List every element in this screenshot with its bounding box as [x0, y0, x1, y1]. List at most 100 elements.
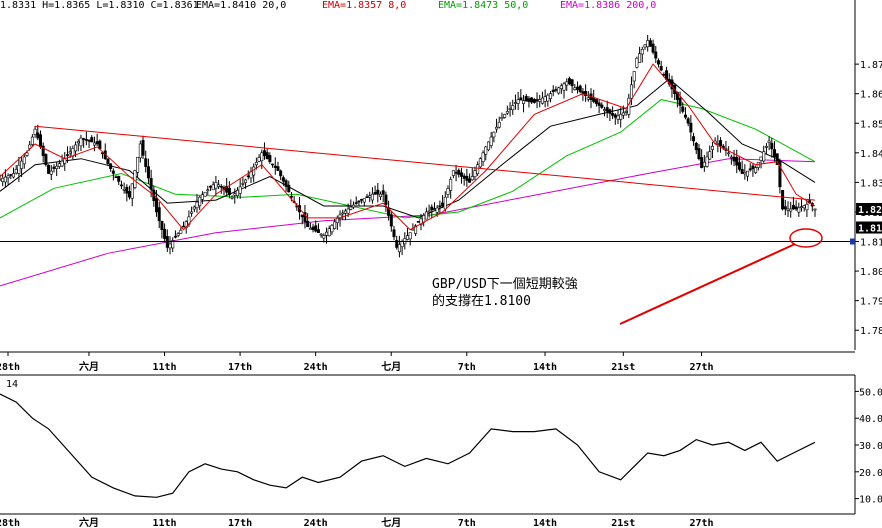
indicator-tick-label: 50.0	[859, 387, 882, 398]
candle-body	[624, 111, 628, 113]
candle-body	[214, 182, 218, 189]
candle-body	[3, 176, 7, 183]
candle-body	[665, 70, 669, 80]
candle-body	[20, 160, 24, 169]
candle-body	[408, 232, 412, 240]
candle-body	[365, 196, 369, 198]
candle-body	[370, 193, 374, 201]
ema20-readout: EMA=1.8410 20,0	[196, 0, 287, 11]
candle-body	[200, 194, 204, 200]
candle-body	[381, 190, 385, 195]
candle-body	[287, 184, 291, 193]
candle-body	[797, 207, 801, 213]
candle-body	[640, 49, 644, 55]
candle-body	[516, 99, 520, 104]
price-tick-label: 1.83	[860, 178, 882, 189]
candle-body	[800, 206, 804, 208]
candle-body	[14, 169, 18, 174]
candle-body	[586, 97, 590, 100]
candle-body	[500, 117, 504, 119]
candle-body	[619, 114, 623, 120]
candle-body	[584, 91, 588, 96]
annotation-line-2: 的支撐在1.8100	[432, 293, 531, 309]
candle-body	[484, 146, 488, 155]
candle-body	[538, 99, 542, 102]
candle-body	[643, 44, 647, 48]
candle-body	[319, 233, 323, 236]
candle-body	[389, 214, 393, 227]
candle-body	[546, 94, 550, 102]
candle-body	[573, 87, 577, 90]
candle-body	[109, 163, 113, 169]
candle-body	[379, 193, 383, 197]
candle-body	[343, 210, 347, 214]
support-line	[0, 238, 855, 245]
candle-body	[551, 89, 555, 93]
indicator-series	[0, 393, 816, 498]
candle-body	[459, 172, 463, 177]
candle-body	[613, 114, 617, 118]
ema200-readout: EMA=1.8386 200,0	[560, 0, 657, 11]
candle-body	[182, 225, 186, 228]
candle-body	[430, 206, 434, 211]
support-level-marker	[850, 238, 855, 245]
candle-body	[592, 97, 596, 102]
x-tick-label: 17th	[228, 362, 252, 373]
candle-body	[141, 140, 145, 156]
candle-body	[25, 152, 29, 156]
candle-body	[279, 170, 283, 177]
candle-body	[759, 156, 763, 161]
price-tick-label: 1.79	[860, 297, 882, 308]
candle-body	[271, 163, 275, 166]
price-tick-label: 1.86	[860, 90, 882, 101]
candle-body	[55, 165, 59, 169]
candle-body	[535, 99, 539, 102]
candle-body	[368, 195, 372, 198]
candle-body	[748, 168, 752, 171]
candle-body	[219, 185, 223, 188]
x-tick-label: 24th	[304, 362, 328, 373]
candle-body	[171, 240, 175, 249]
candle-body	[786, 208, 790, 211]
candle-body	[435, 207, 439, 213]
candle-body	[114, 176, 118, 179]
candle-body	[473, 170, 477, 178]
candle-body	[565, 81, 569, 86]
candle-body	[238, 186, 242, 194]
candle-body	[638, 53, 642, 63]
candle-body	[0, 179, 2, 181]
candle-body	[95, 141, 99, 145]
candle-body	[133, 170, 137, 188]
candle-body	[190, 211, 194, 214]
candle-body	[454, 171, 458, 174]
candle-body	[716, 143, 720, 145]
candle-body	[38, 134, 42, 148]
candle-body	[524, 96, 528, 102]
candle-body	[697, 148, 701, 160]
trendline-segment	[35, 125, 816, 201]
candle-body	[11, 173, 15, 178]
annotation-line-1: GBP/USD下一個短期較強	[432, 277, 578, 292]
candle-body	[289, 195, 293, 198]
candle-body	[41, 145, 45, 157]
candle-body	[470, 176, 474, 181]
price-tick-label: 1.85	[860, 119, 882, 130]
candle-body	[265, 152, 269, 160]
support-highlight-circle	[789, 228, 823, 248]
candle-body	[106, 158, 110, 164]
ema8-readout: EMA=1.8357 8,0	[322, 0, 407, 11]
candle-body	[33, 128, 37, 135]
x-tick-label: 7th	[458, 362, 476, 373]
candle-body	[268, 154, 272, 162]
candle-body	[451, 170, 455, 176]
price-tick-label: 1.84	[860, 149, 882, 160]
candle-body	[746, 170, 750, 177]
candle-body	[532, 99, 536, 103]
candle-body	[681, 106, 685, 112]
candle-body	[751, 165, 755, 170]
candle-body	[376, 189, 380, 195]
candle-body	[49, 170, 53, 175]
candle-body	[414, 225, 418, 234]
candle-body	[357, 200, 361, 203]
candle-body	[128, 191, 132, 198]
